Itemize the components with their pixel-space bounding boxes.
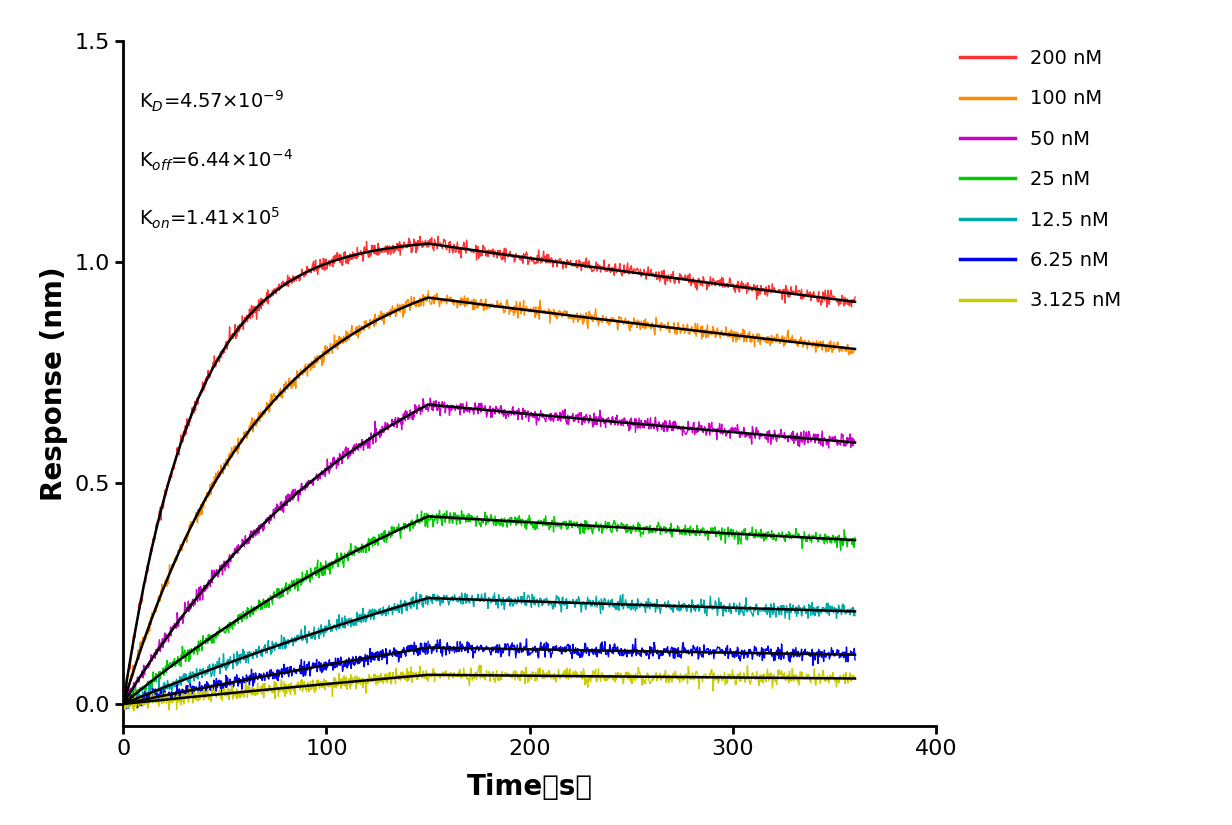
Text: K$_{on}$=1.41×10$^5$: K$_{on}$=1.41×10$^5$ bbox=[139, 205, 281, 231]
Y-axis label: Response (nm): Response (nm) bbox=[39, 266, 68, 501]
Text: K$_D$=4.57×10$^{-9}$: K$_D$=4.57×10$^{-9}$ bbox=[139, 89, 285, 115]
X-axis label: Time（s）: Time（s） bbox=[467, 773, 593, 801]
Text: K$_{off}$=6.44×10$^{-4}$: K$_{off}$=6.44×10$^{-4}$ bbox=[139, 148, 293, 172]
Legend: 200 nM, 100 nM, 50 nM, 25 nM, 12.5 nM, 6.25 nM, 3.125 nM: 200 nM, 100 nM, 50 nM, 25 nM, 12.5 nM, 6… bbox=[952, 41, 1130, 318]
